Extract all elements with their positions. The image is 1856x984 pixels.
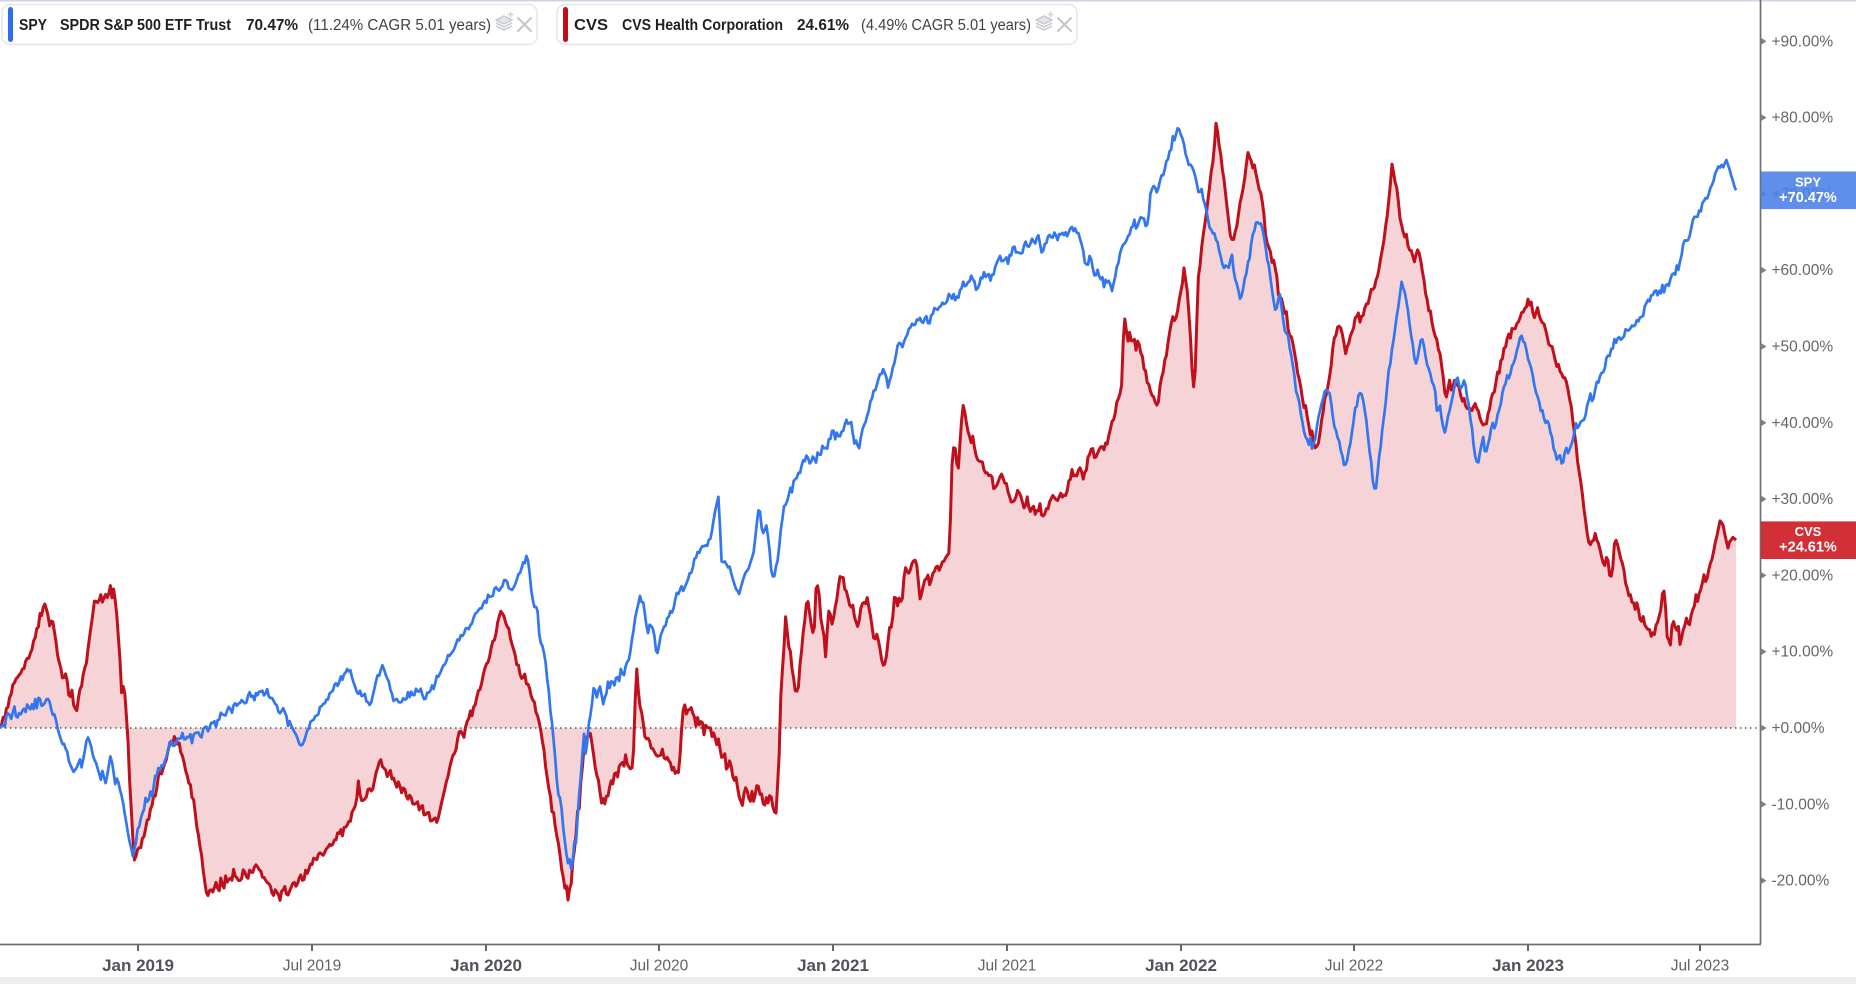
svg-text:+30.00%: +30.00% bbox=[1772, 491, 1834, 508]
svg-text:70.47%: 70.47% bbox=[246, 17, 298, 34]
svg-text:Jan 2019: Jan 2019 bbox=[102, 956, 174, 975]
svg-text:SPDR S&P 500 ETF Trust: SPDR S&P 500 ETF Trust bbox=[60, 17, 232, 34]
svg-text:CVS Health Corporation: CVS Health Corporation bbox=[622, 17, 783, 34]
svg-text:Jul 2021: Jul 2021 bbox=[978, 958, 1037, 975]
svg-text:+80.00%: +80.00% bbox=[1772, 110, 1834, 127]
svg-text:+50.00%: +50.00% bbox=[1772, 339, 1834, 356]
svg-text:Jul 2020: Jul 2020 bbox=[630, 958, 689, 975]
svg-text:(4.49% CAGR 5.01 years): (4.49% CAGR 5.01 years) bbox=[861, 17, 1031, 34]
svg-text:+0.00%: +0.00% bbox=[1772, 720, 1825, 737]
svg-text:Jul 2023: Jul 2023 bbox=[1671, 958, 1730, 975]
svg-text:+60.00%: +60.00% bbox=[1772, 262, 1834, 279]
svg-text:+90.00%: +90.00% bbox=[1772, 33, 1834, 50]
svg-text:+40.00%: +40.00% bbox=[1772, 415, 1834, 432]
svg-text:Jul 2022: Jul 2022 bbox=[1325, 958, 1384, 975]
svg-text:-20.00%: -20.00% bbox=[1772, 873, 1830, 890]
svg-text:Jan 2023: Jan 2023 bbox=[1492, 956, 1564, 975]
svg-text:+10.00%: +10.00% bbox=[1772, 644, 1834, 661]
svg-text:Jan 2021: Jan 2021 bbox=[797, 956, 869, 975]
svg-text:Jan 2022: Jan 2022 bbox=[1145, 956, 1217, 975]
svg-text:SPY: SPY bbox=[1795, 174, 1821, 189]
svg-text:Jul 2019: Jul 2019 bbox=[283, 958, 342, 975]
svg-text:+20.00%: +20.00% bbox=[1772, 567, 1834, 584]
svg-text:(11.24% CAGR 5.01 years): (11.24% CAGR 5.01 years) bbox=[308, 17, 491, 34]
svg-text:SPY: SPY bbox=[19, 17, 47, 34]
svg-text:-10.00%: -10.00% bbox=[1772, 796, 1830, 813]
svg-text:+24.61%: +24.61% bbox=[1779, 540, 1837, 556]
svg-text:+70.47%: +70.47% bbox=[1779, 190, 1837, 206]
svg-text:CVS: CVS bbox=[574, 17, 608, 34]
svg-text:CVS: CVS bbox=[1795, 524, 1822, 539]
svg-text:Jan 2020: Jan 2020 bbox=[450, 956, 522, 975]
svg-text:24.61%: 24.61% bbox=[797, 17, 849, 34]
